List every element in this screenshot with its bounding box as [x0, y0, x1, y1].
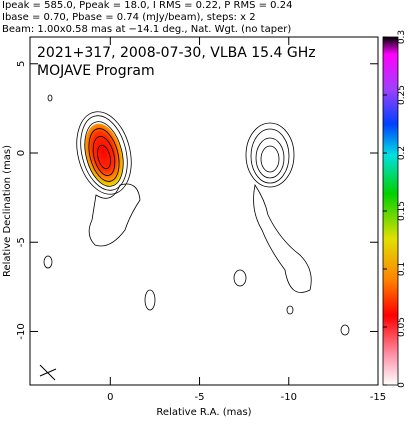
y-tick-label: -5: [16, 237, 27, 247]
plot-subtitle: MOJAVE Program: [37, 63, 155, 79]
header-line: Ipeak = 585.0, Ppeak = 18.0, I RMS = 0.2…: [2, 0, 292, 11]
colorbar-tick-label: 0.3: [397, 30, 407, 44]
x-axis-label: Relative R.A. (mas): [156, 407, 251, 418]
plot-frame: [29, 36, 379, 386]
y-tick-label: 0: [16, 150, 27, 156]
contours: [39, 94, 350, 381]
plot-title: 2021+317, 2008-07-30, VLBA 15.4 GHz: [37, 45, 316, 61]
y-axis-label: Relative Declination (mas): [2, 145, 13, 277]
x-tick-label: -10: [281, 392, 297, 403]
colorbar-tick-label: 0.25: [397, 85, 407, 105]
colorbar-tick-label: 0.15: [397, 201, 407, 221]
x-tick-label: 0: [107, 392, 113, 403]
header-line: Ibase = 0.70, Pbase = 0.74 (mJy/beam), s…: [2, 12, 256, 23]
header-line: Beam: 1.00x0.58 mas at −14.1 deg., Nat. …: [2, 24, 291, 35]
colorbar-tick-label: 0.2: [397, 146, 407, 160]
x-tick-label: -5: [195, 392, 205, 403]
y-tick-label: -10: [16, 323, 27, 339]
colorbar-tick-label: 0.05: [397, 317, 407, 337]
y-tick-label: 5: [16, 61, 27, 67]
colorbar-tick-label: 0.1: [397, 262, 407, 276]
colorbar-tick-label: 0: [397, 382, 407, 388]
x-tick-label: -15: [370, 392, 386, 403]
